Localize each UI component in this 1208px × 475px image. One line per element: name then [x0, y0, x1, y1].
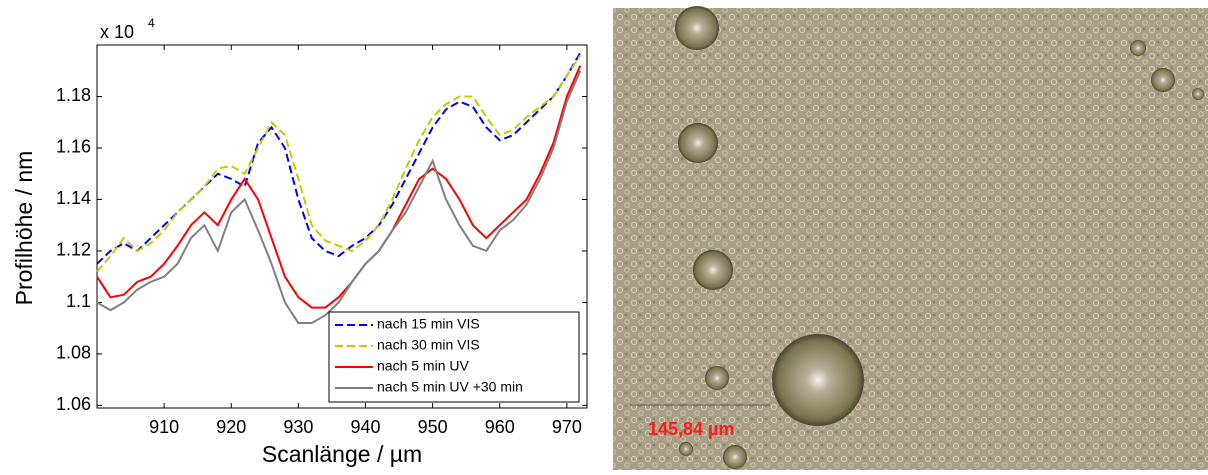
scale-label: 145,84 µm: [648, 419, 734, 439]
x-tick-label: 970: [552, 417, 582, 437]
droplet: [678, 123, 718, 163]
y-tick-label: 1.06: [56, 394, 91, 414]
x-tick-label: 930: [283, 417, 313, 437]
series-line: [96, 52, 582, 265]
droplet: [772, 334, 864, 426]
droplet: [1130, 40, 1146, 56]
droplet: [693, 250, 733, 290]
micrograph-background: [613, 8, 1208, 470]
y-axis-label: Profilhöhe / nm: [11, 151, 37, 306]
droplet: [1151, 68, 1175, 92]
micrograph: 145,84 µm: [613, 6, 1208, 470]
series-line: [96, 54, 582, 273]
legend-label: nach 30 min VIS: [377, 337, 480, 353]
legend-label: nach 15 min VIS: [377, 316, 480, 332]
droplet: [723, 445, 747, 469]
y-tick-label: 1.08: [56, 343, 91, 363]
y-tick-label: 1.14: [56, 188, 91, 208]
droplet: [705, 366, 729, 390]
y-tick-label: 1.18: [56, 85, 91, 105]
y-tick-label: 1.1: [66, 291, 91, 311]
x-tick-label: 960: [485, 417, 515, 437]
x-tick-label: 920: [216, 417, 246, 437]
y-tick-label: 1.16: [56, 137, 91, 157]
droplet: [1192, 88, 1204, 100]
droplet: [675, 6, 719, 50]
y-scale-base: x 10: [100, 22, 134, 42]
droplet: [679, 442, 693, 456]
x-tick-label: 940: [350, 417, 380, 437]
series-line: [96, 65, 582, 309]
x-tick-label: 910: [149, 417, 179, 437]
x-tick-label: 950: [418, 417, 448, 437]
series-line: [96, 70, 582, 325]
x-axis-label: Scanlänge / µm: [262, 441, 422, 467]
legend-label: nach 5 min UV +30 min: [377, 379, 523, 395]
legend-label: nach 5 min UV: [377, 358, 469, 374]
y-scale-exponent: 4: [148, 16, 155, 30]
y-tick-label: 1.12: [56, 240, 91, 260]
